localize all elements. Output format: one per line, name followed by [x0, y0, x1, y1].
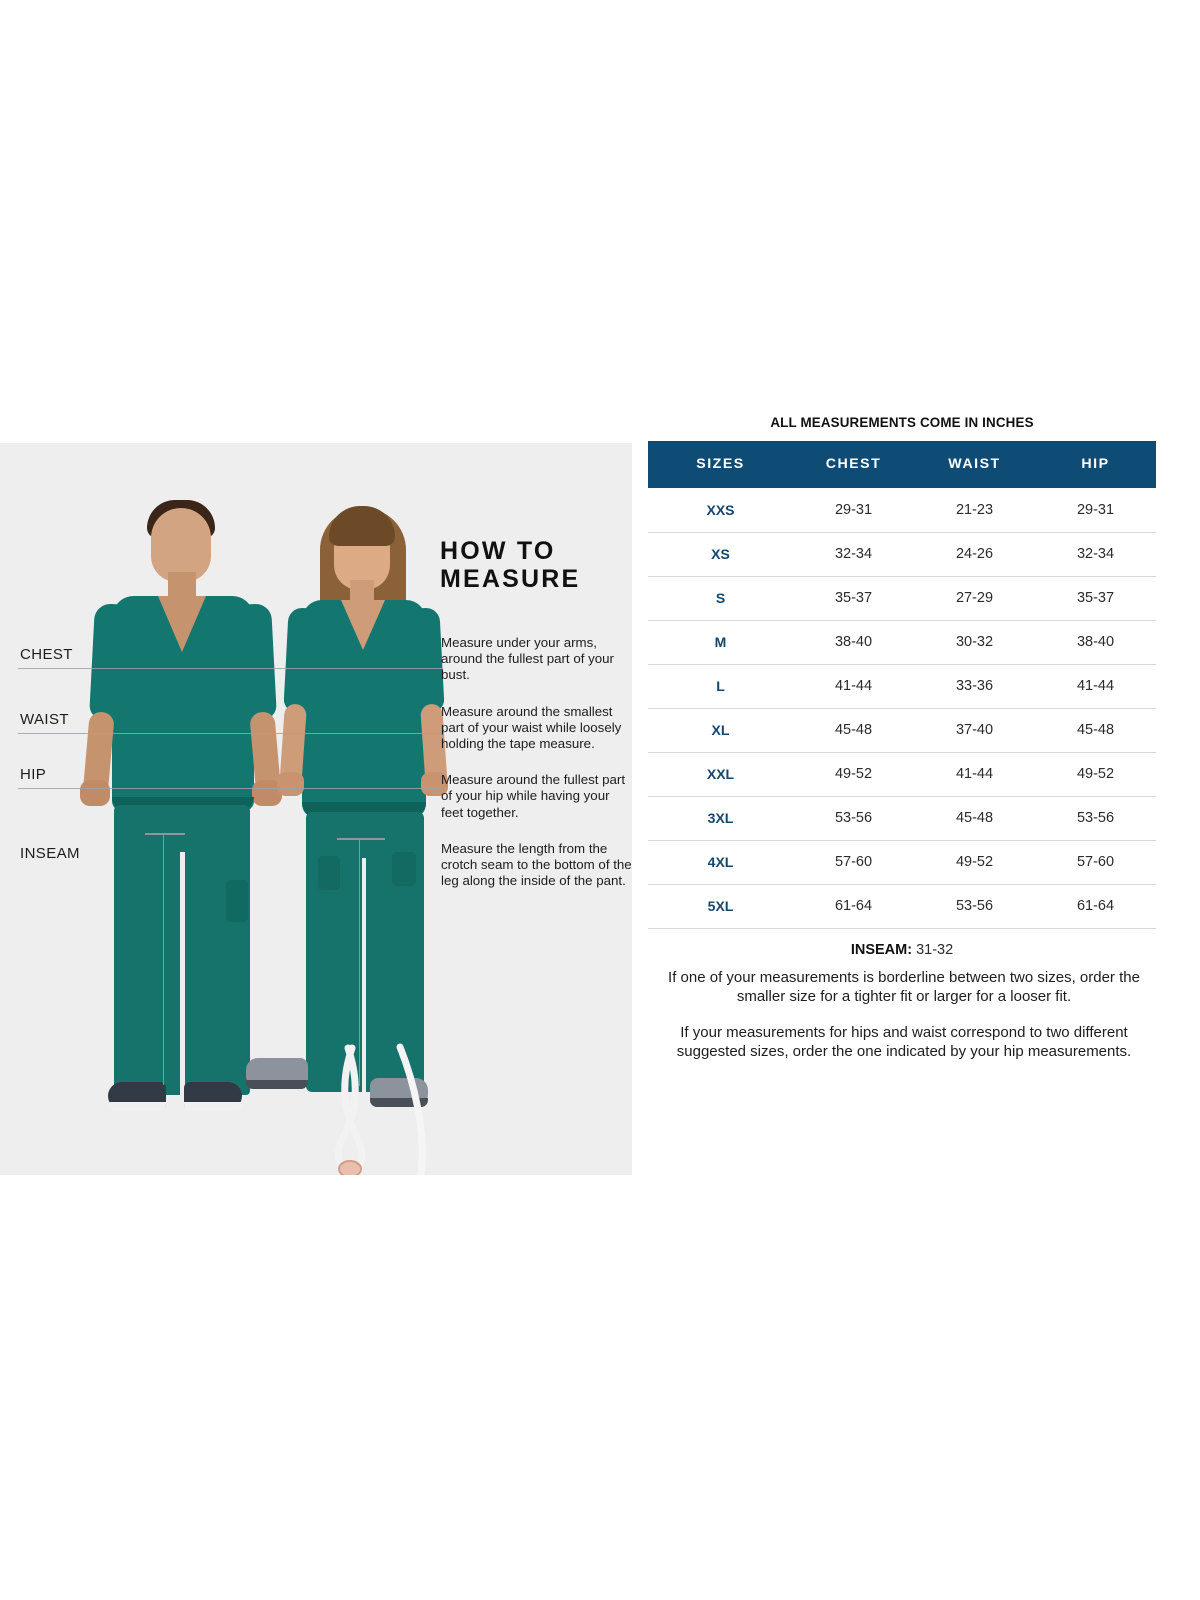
table-row: XS 32-34 24-26 32-34 — [648, 532, 1156, 577]
table-row: XL 45-48 37-40 45-48 — [648, 708, 1156, 753]
female-model-right-sole — [370, 1098, 428, 1107]
label-inseam: INSEAM — [20, 845, 80, 862]
size-chart-tbody: XXS 29-31 21-23 29-31 XS 32-34 24-26 32-34 S 35-3… — [648, 488, 1156, 929]
male-model-left-sole — [108, 1102, 166, 1111]
table-row: L 41-44 33-36 41-44 — [648, 664, 1156, 709]
row-waist: 21-23 — [914, 488, 1035, 533]
how-to-measure-panel — [0, 443, 632, 1175]
table-row: XXS 29-31 21-23 29-31 — [648, 488, 1156, 533]
stethoscope-icon — [334, 1043, 426, 1175]
col-header-sizes: SIZES — [648, 441, 793, 488]
row-waist: 27-29 — [914, 576, 1035, 621]
table-row: XXL 49-52 41-44 49-52 — [648, 752, 1156, 797]
row-hip: 45-48 — [1035, 708, 1156, 753]
inseam-label: INSEAM: — [850, 942, 913, 958]
inseam-summary: INSEAM: 31-32 — [648, 930, 1156, 958]
male-model-cargo-pocket — [226, 880, 248, 922]
inseam-value: 31-32 — [916, 942, 954, 958]
row-size: XXL — [648, 752, 793, 797]
row-chest: 45-48 — [793, 708, 914, 753]
female-model-left-pocket — [318, 856, 340, 890]
row-chest: 53-56 — [793, 796, 914, 841]
fit-notes: If one of your measurements is borderlin… — [648, 968, 1160, 1078]
instruction-chest: Measure under your arms, around the full… — [441, 635, 614, 683]
female-model-leg-gap — [362, 858, 366, 1092]
measure-instructions: Measure under your arms, around the full… — [441, 635, 633, 909]
label-hip: HIP — [20, 766, 47, 783]
table-caption: ALL MEASUREMENTS COME IN INCHES — [770, 415, 1034, 430]
row-hip: 53-56 — [1035, 796, 1156, 841]
label-waist: WAIST — [20, 711, 69, 728]
fit-note-borderline: If one of your measurements is borderlin… — [668, 969, 1140, 1005]
col-header-hip: HIP — [1035, 441, 1156, 488]
table-row: 5XL 61-64 53-56 61-64 — [648, 884, 1156, 929]
row-hip: 49-52 — [1035, 752, 1156, 797]
male-model-left-hand — [80, 780, 110, 806]
male-model-right-sole — [184, 1102, 242, 1111]
table-row: S 35-37 27-29 35-37 — [648, 576, 1156, 621]
row-size: 5XL — [648, 884, 793, 929]
row-hip: 41-44 — [1035, 664, 1156, 709]
row-size: XS — [648, 532, 793, 577]
table-row: 4XL 57-60 49-52 57-60 — [648, 840, 1156, 885]
table-header-row: SIZES CHEST WAIST HIP — [648, 441, 1156, 488]
female-inseam-tick — [337, 838, 385, 840]
female-model-right-pocket — [392, 852, 416, 886]
row-chest: 49-52 — [793, 752, 914, 797]
row-chest: 41-44 — [793, 664, 914, 709]
row-chest: 29-31 — [793, 488, 914, 533]
male-inseam-guide-line — [163, 833, 164, 1085]
row-hip: 29-31 — [1035, 488, 1156, 533]
row-waist: 45-48 — [914, 796, 1035, 841]
instruction-inseam: Measure the length from the crotch seam … — [441, 840, 632, 889]
row-waist: 33-36 — [914, 664, 1035, 709]
row-size: 4XL — [648, 840, 793, 885]
row-hip: 61-64 — [1035, 884, 1156, 929]
row-waist: 37-40 — [914, 708, 1035, 753]
row-hip: 57-60 — [1035, 840, 1156, 885]
male-model-head — [151, 508, 211, 582]
female-model-right-hand — [421, 772, 448, 796]
table-row: 3XL 53-56 45-48 53-56 — [648, 796, 1156, 841]
row-waist: 24-26 — [914, 532, 1035, 577]
label-chest: CHEST — [20, 646, 73, 663]
row-hip: 38-40 — [1035, 620, 1156, 665]
row-waist: 41-44 — [914, 752, 1035, 797]
row-hip: 35-37 — [1035, 576, 1156, 621]
row-hip: 32-34 — [1035, 532, 1156, 577]
male-model-leg-gap — [180, 852, 185, 1095]
row-size: M — [648, 620, 793, 665]
col-header-chest: CHEST — [793, 441, 914, 488]
waist-guide-line — [18, 733, 442, 734]
hip-guide-line — [18, 788, 442, 789]
row-waist: 53-56 — [914, 884, 1035, 929]
instruction-hip: Measure around the fullest part of your … — [441, 772, 626, 820]
how-to-measure-title: HOW TO MEASURE — [440, 537, 581, 593]
row-size: XXS — [648, 488, 793, 533]
female-model-hair-top — [329, 506, 395, 546]
row-chest: 38-40 — [793, 620, 914, 665]
row-waist: 49-52 — [914, 840, 1035, 885]
fit-note-hip-priority: If your measurements for hips and waist … — [676, 1024, 1132, 1060]
male-inseam-tick — [145, 833, 185, 835]
row-size: XL — [648, 708, 793, 753]
row-size: L — [648, 664, 793, 709]
row-size: S — [648, 576, 793, 621]
row-chest: 35-37 — [793, 576, 914, 621]
size-chart-thead: SIZES CHEST WAIST HIP — [648, 441, 1156, 488]
row-waist: 30-32 — [914, 620, 1035, 665]
chest-guide-line — [18, 668, 442, 669]
col-header-waist: WAIST — [914, 441, 1035, 488]
row-size: 3XL — [648, 796, 793, 841]
instruction-waist: Measure around the smallest part of your… — [441, 703, 622, 752]
female-model-left-sole — [246, 1080, 308, 1089]
female-inseam-guide-line — [359, 838, 360, 1086]
row-chest: 57-60 — [793, 840, 914, 885]
row-chest: 32-34 — [793, 532, 914, 577]
table-row: M 38-40 30-32 38-40 — [648, 620, 1156, 665]
row-chest: 61-64 — [793, 884, 914, 929]
size-chart-table: SIZES CHEST WAIST HIP XXS 29-31 21-23 29-31… — [648, 441, 1156, 929]
female-model-left-hand — [277, 772, 304, 796]
